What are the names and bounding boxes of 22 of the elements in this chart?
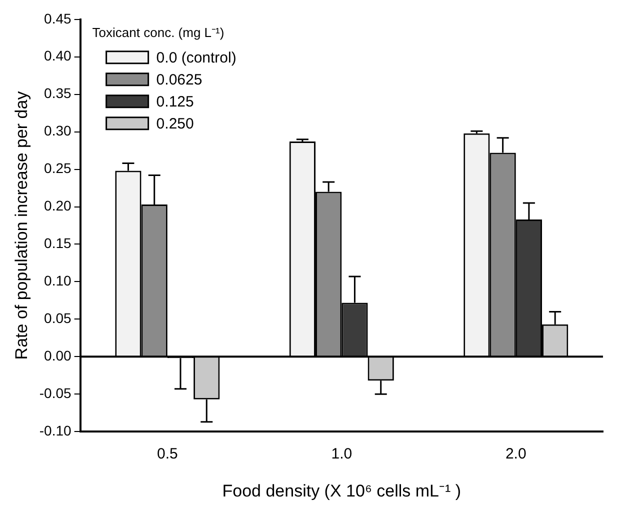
legend-label: 0.125	[156, 94, 194, 111]
legend-label: 0.0625	[156, 72, 202, 89]
y-tick-label: -0.05	[39, 384, 72, 401]
x-axis-title: Food density (X 10⁶ cells mL⁻¹ )	[222, 481, 462, 500]
y-tick-label: 0.10	[44, 272, 72, 289]
y-tick-label: 0.15	[44, 235, 72, 252]
y-axis-title: Rate of population increase per day	[12, 90, 31, 360]
y-tick-label: 0.35	[44, 85, 72, 102]
y-tick-label: -0.10	[39, 422, 72, 438]
legend-label: 0.250	[156, 116, 194, 133]
y-tick-label: 0.20	[44, 198, 72, 214]
legend-label: 0.0 (control)	[156, 50, 236, 67]
y-tick-label: 0.30	[44, 122, 72, 139]
y-tick-label: 0.40	[44, 48, 72, 64]
y-tick-label: 0.25	[44, 160, 72, 176]
y-tick-label: 0.05	[44, 310, 72, 326]
x-tick-label: 1.0	[331, 446, 352, 463]
x-tick-label: 2.0	[505, 446, 526, 463]
y-tick-label: 0.00	[44, 348, 72, 364]
y-tick-label: 0.45	[44, 10, 72, 26]
legend-title: Toxicant conc. (mg L⁻¹)	[92, 24, 224, 40]
x-tick-label: 0.5	[156, 446, 178, 463]
